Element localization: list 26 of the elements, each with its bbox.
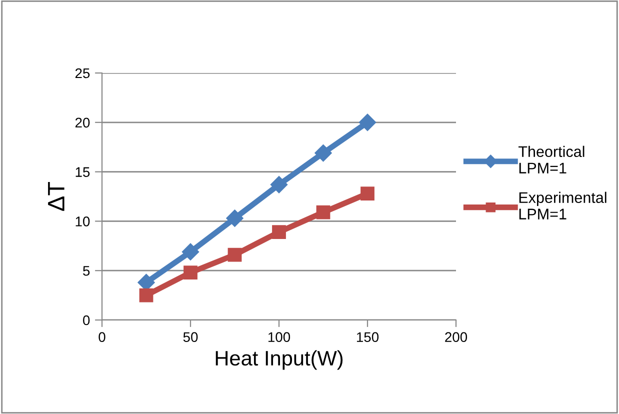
- point: [314, 144, 332, 162]
- point: [272, 225, 286, 240]
- x-tick-label: 200: [445, 332, 468, 342]
- point: [139, 288, 154, 302]
- point: [226, 210, 244, 227]
- x-tick-label: 0: [98, 332, 106, 342]
- point: [184, 266, 198, 280]
- y-axis-title: ΔT: [48, 182, 64, 211]
- point: [316, 205, 330, 220]
- x-tick-label: 150: [356, 332, 379, 342]
- legend-label: Experimental LPM=1: [519, 192, 606, 220]
- y-tick-label: 0: [83, 315, 90, 326]
- point: [228, 248, 242, 262]
- x-tick-label: 100: [268, 332, 290, 342]
- y-tick-label: 25: [75, 68, 90, 78]
- point: [358, 114, 376, 131]
- y-tick-label: 15: [76, 167, 90, 177]
- y-tick-label: 20: [75, 118, 90, 128]
- point: [270, 176, 288, 194]
- y-tick-label: 10: [76, 216, 90, 226]
- y-tick-label: 5: [83, 266, 90, 276]
- point: [182, 243, 200, 260]
- x-tick-label: 50: [183, 332, 198, 342]
- legend-label: Theortical LPM=1: [518, 146, 584, 174]
- x-axis-title: Heat Input(W): [216, 350, 343, 370]
- point: [360, 186, 374, 200]
